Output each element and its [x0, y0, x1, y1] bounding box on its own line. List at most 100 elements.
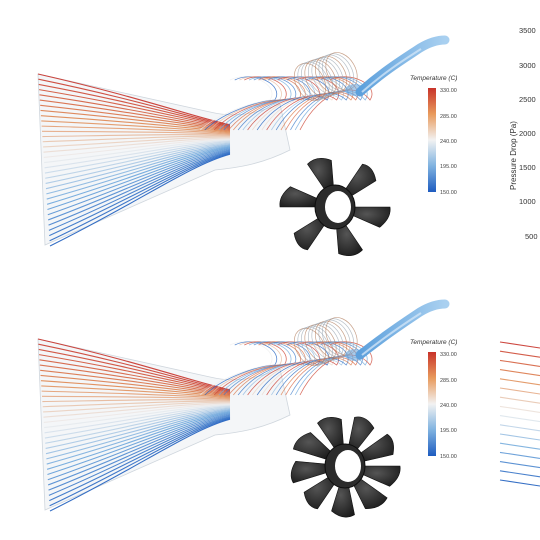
streamline: [499, 369, 540, 377]
impeller-blade: [290, 460, 329, 484]
streamline: [46, 411, 231, 470]
streamline: [39, 359, 231, 394]
impeller-blade: [352, 477, 388, 509]
impeller-blade: [293, 216, 327, 251]
streamline: [45, 142, 231, 184]
bottom-panel: Temperature (C) 330.00 285.00 240.00 195…: [37, 299, 457, 518]
streamline: [49, 416, 231, 502]
top-legend-tick-285: 285.00: [440, 114, 457, 120]
side-chart-fragment: 3500 3000 2500 2000 1500 1000 500 Pressu…: [499, 26, 540, 487]
side-chart-ytick-2500: 2500: [519, 95, 536, 104]
duct-body: [37, 338, 291, 511]
streamline: [499, 387, 540, 395]
impeller-blade: [358, 433, 394, 462]
streamline: [37, 338, 231, 391]
side-chart-ytick-1000: 1000: [519, 197, 536, 206]
streamline: [38, 348, 231, 393]
top-legend: Temperature (C) 330.00 285.00 240.00 195…: [410, 75, 457, 196]
top-swirl: [199, 52, 373, 131]
bottom-legend-tick-150: 150.00: [440, 454, 457, 460]
streamline: [45, 407, 231, 449]
streamline: [43, 402, 231, 418]
impeller-bore: [335, 450, 361, 482]
bottom-legend-tick-285: 285.00: [440, 378, 457, 384]
streamline: [48, 415, 231, 491]
streamline: [499, 470, 540, 478]
streamline: [46, 146, 231, 205]
impeller-blade: [336, 222, 363, 256]
bottom-legend-tick-195: 195.00: [440, 428, 457, 434]
streamline: [46, 145, 231, 200]
streamline: [46, 410, 231, 465]
streamline: [49, 151, 231, 237]
streamline: [45, 408, 231, 455]
streamline: [39, 94, 231, 129]
impeller-blade: [331, 483, 355, 518]
side-chart-ytick-500: 500: [525, 232, 538, 241]
streamline: [48, 150, 231, 231]
side-chart-ytick-3500: 3500: [519, 26, 536, 35]
top-legend-colorbar: [428, 88, 436, 192]
streamline: [44, 404, 231, 429]
streamline: [49, 153, 231, 247]
streamline: [39, 364, 231, 395]
streamline: [42, 135, 231, 143]
streamline: [47, 148, 231, 216]
impeller-blade: [360, 465, 401, 487]
side-chart-ytick-1500: 1500: [519, 163, 536, 172]
streamline: [40, 115, 231, 133]
top-legend-tick-195: 195.00: [440, 164, 457, 170]
streamline: [42, 399, 231, 403]
streamline: [499, 424, 540, 432]
streamline: [499, 396, 540, 404]
streamline: [46, 144, 231, 195]
streamline: [49, 152, 231, 242]
top-outlet-pipe: [355, 35, 450, 97]
streamline: [43, 138, 231, 158]
bottom-legend-title: Temperature (C): [410, 339, 457, 346]
streamline: [499, 442, 540, 450]
streamline: [47, 149, 231, 221]
streamline: [499, 350, 540, 358]
bottom-legend-colorbar: [428, 352, 436, 456]
streamline: [40, 369, 231, 396]
duct-body: [37, 73, 291, 246]
swirl-streamline: [290, 341, 363, 396]
streamline: [41, 385, 231, 399]
swirl-streamline: [290, 76, 363, 131]
top-legend-tick-240: 240.00: [440, 139, 457, 145]
impeller-blade: [303, 475, 337, 510]
impeller-blade: [350, 206, 391, 228]
streamline: [499, 341, 540, 349]
streamline: [41, 395, 231, 401]
streamline: [45, 407, 231, 444]
streamline: [40, 104, 231, 131]
top-legend-title: Temperature (C): [410, 75, 457, 82]
streamline: [46, 409, 231, 460]
streamline: [41, 120, 231, 134]
streamline: [47, 147, 231, 211]
streamline: [47, 412, 231, 476]
streamline: [49, 418, 231, 512]
streamline: [499, 405, 540, 413]
swirl-streamline: [299, 341, 373, 396]
streamline: [47, 414, 231, 486]
right-partial-streamlines: [499, 341, 540, 487]
impeller-blade: [347, 416, 375, 452]
streamline: [41, 130, 231, 136]
streamline: [499, 479, 540, 487]
streamline: [499, 378, 540, 386]
impeller-bore: [325, 191, 351, 223]
streamline: [499, 433, 540, 441]
top-streamlines: [37, 73, 291, 247]
bottom-legend: Temperature (C) 330.00 285.00 240.00 195…: [410, 339, 457, 460]
streamline: [44, 141, 231, 174]
impeller-blade: [279, 186, 320, 208]
swirl-streamline: [299, 76, 373, 131]
streamline: [42, 400, 231, 408]
streamline: [43, 136, 231, 148]
bottom-legend-tick-240: 240.00: [440, 403, 457, 409]
streamline: [40, 380, 231, 398]
impeller-blade: [317, 417, 344, 451]
